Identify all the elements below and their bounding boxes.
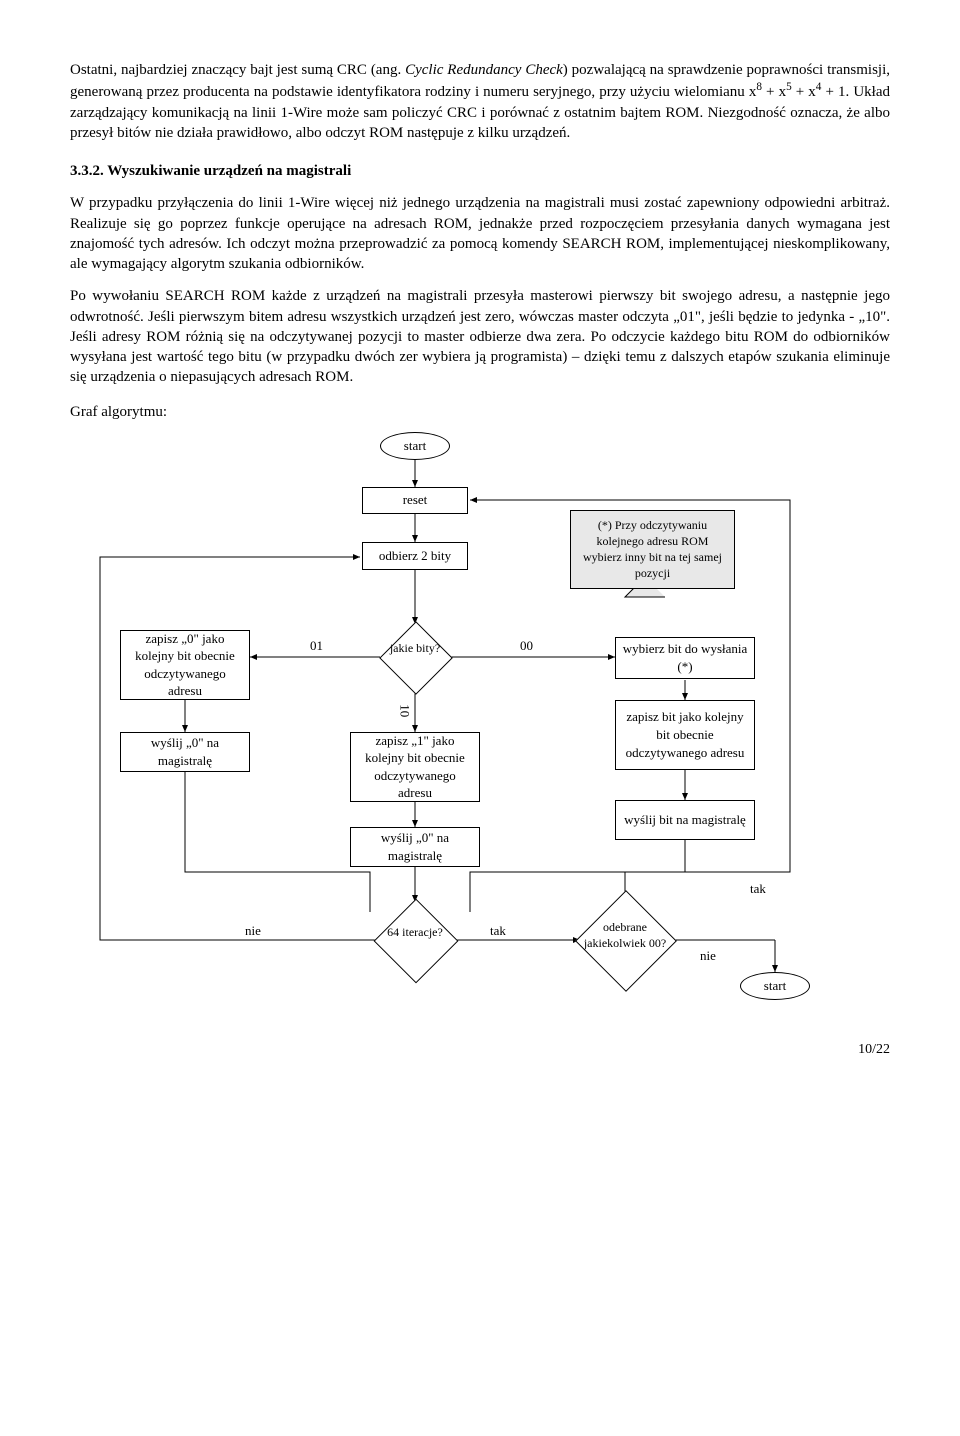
text: + x xyxy=(792,84,816,100)
node-zapisz0-left: zapisz „0" jako kolejny bit obecnie odcz… xyxy=(120,630,250,700)
node-wyslij-bit: wyślij bit na magistralę xyxy=(615,800,755,840)
page-number: 10/22 xyxy=(858,1041,890,1060)
edge-label-00: 00 xyxy=(520,637,533,655)
edge-label-10: 10 xyxy=(396,704,414,717)
node-odbierz: odbierz 2 bity xyxy=(362,542,468,570)
node-zapisz-bit: zapisz bit jako kolejny bit obecnie odcz… xyxy=(615,700,755,770)
node-start-end: start xyxy=(740,972,810,1000)
node-wybierz: wybierz bit do wysłania (*) xyxy=(615,637,755,679)
paragraph-1: Ostatni, najbardziej znaczący bajt jest … xyxy=(70,60,890,143)
node-wyslij0-mid: wyślij „0" na magistralę xyxy=(350,827,480,867)
callout-note: (*) Przy odczytywaniu kolejnego adresu R… xyxy=(570,510,735,589)
node-iter-shape xyxy=(374,898,459,983)
edge-label-nie-right: nie xyxy=(700,947,716,965)
node-zapisz1: zapisz „1" jako kolejny bit obecnie odcz… xyxy=(350,732,480,802)
flowchart: start reset odbierz 2 bity (*) Przy odcz… xyxy=(70,432,890,1032)
edge-label-tak-right: tak xyxy=(750,880,766,898)
edge-label-01: 01 xyxy=(310,637,323,655)
section-title: 3.3.2. Wyszukiwanie urządzeń na magistra… xyxy=(70,161,890,181)
paragraph-2: W przypadku przyłączenia do linii 1-Wire… xyxy=(70,193,890,274)
node-jakie-bity-shape xyxy=(379,621,453,695)
node-reset: reset xyxy=(362,487,468,514)
text: Ostatni, najbardziej znaczący bajt jest … xyxy=(70,62,405,78)
node-odebrane-shape xyxy=(575,890,677,992)
node-start: start xyxy=(380,432,450,460)
diagram-label: Graf algorytmu: xyxy=(70,402,890,422)
text-italic: Cyclic Redundancy Check xyxy=(405,62,563,78)
node-wyslij0-left: wyślij „0" na magistralę xyxy=(120,732,250,772)
text: + x xyxy=(762,84,786,100)
paragraph-3: Po wywołaniu SEARCH ROM każde z urządzeń… xyxy=(70,286,890,387)
edge-label-tak-mid: tak xyxy=(490,922,506,940)
edge-label-nie-left: nie xyxy=(245,922,261,940)
